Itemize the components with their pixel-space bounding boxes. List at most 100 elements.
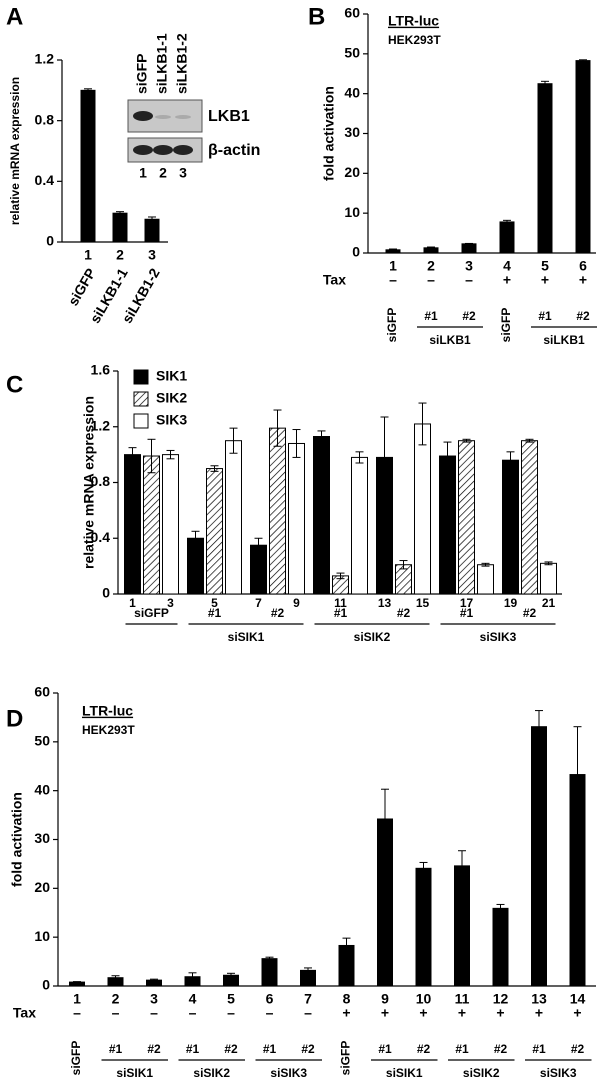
error-bar	[227, 972, 235, 978]
group-label: siSIK1	[228, 630, 265, 644]
sample-label: #2	[301, 1042, 315, 1056]
legend-label: SIK3	[156, 412, 187, 428]
x-tick-label: 13	[531, 991, 547, 1007]
bar-number: 9	[293, 596, 300, 610]
bar	[458, 440, 475, 595]
bar	[187, 537, 204, 595]
group-label: siSIK1	[386, 1066, 423, 1080]
y-tick-label: 0.4	[35, 172, 55, 188]
x-tick-label: 3	[465, 258, 473, 274]
y-tick-label: 10	[34, 928, 50, 944]
error-bar	[427, 246, 435, 250]
x-tick-label: 2	[116, 247, 124, 263]
x-tick-label: 7	[304, 991, 312, 1007]
sample-label: #2	[417, 1042, 431, 1056]
sample-label: #2	[494, 1042, 508, 1056]
y-tick-label: 1.2	[35, 51, 55, 67]
x-tick-label: 1	[84, 247, 92, 263]
group-label: siSIK2	[193, 1066, 230, 1080]
group-label: siSIK3	[540, 1066, 577, 1080]
sample-label: siGFP	[69, 1041, 83, 1076]
sample-label: #1	[455, 1042, 469, 1056]
lane-label: siLKB1-1	[154, 33, 170, 94]
error-bar	[541, 80, 549, 87]
error-bar	[84, 88, 92, 93]
bar	[414, 423, 431, 595]
sample-label: #1	[109, 1042, 123, 1056]
y-tick-label: 20	[34, 879, 50, 895]
bar	[225, 440, 242, 595]
x-tick-label: 5	[541, 258, 549, 274]
bar	[162, 454, 179, 595]
x-tick-label: 9	[381, 991, 389, 1007]
y-axis-label: fold activation	[9, 792, 25, 887]
error-bar	[418, 402, 427, 446]
sample-label: #2	[571, 1042, 585, 1056]
error-bar	[380, 416, 389, 499]
error-bar	[188, 972, 197, 982]
sample-label: siGFP	[65, 265, 99, 308]
error-bar	[506, 451, 515, 470]
annotation: HEK293T	[388, 33, 441, 47]
x-tick-label: 4	[503, 258, 511, 274]
error-bar	[210, 465, 219, 472]
bar-number: 3	[167, 596, 174, 610]
bar-number: 1	[129, 596, 136, 610]
bar-number: 5	[211, 596, 218, 610]
tax-sign: +	[496, 1005, 504, 1021]
sample-label: #2	[523, 606, 537, 620]
lane-label: siLKB1-2	[174, 33, 190, 94]
error-bar	[342, 937, 351, 954]
y-tick-label: 0	[352, 244, 360, 260]
lane-number: 1	[139, 165, 147, 181]
sample-label: siGFP	[499, 308, 513, 343]
tax-sign: –	[73, 1005, 81, 1021]
sample-label: #2	[224, 1042, 238, 1056]
error-bar	[128, 447, 137, 463]
error-bar	[496, 903, 505, 913]
bar	[454, 865, 470, 987]
bar	[461, 243, 477, 254]
group-label: siLKB1	[543, 333, 585, 347]
bar	[351, 456, 368, 595]
y-axis-label: relative mRNA expression	[8, 77, 22, 225]
sample-label: #1	[460, 606, 474, 620]
tax-sign: –	[304, 1005, 312, 1021]
error-bar	[254, 537, 263, 553]
tax-label: Tax	[323, 272, 346, 288]
tax-sign: –	[112, 1005, 120, 1021]
tax-sign: –	[189, 1005, 197, 1021]
y-tick-label: 1.2	[91, 417, 111, 433]
bar	[269, 427, 286, 595]
error-bar	[579, 59, 587, 62]
bar	[143, 455, 160, 595]
legend-swatch	[133, 413, 149, 429]
x-tick-label: 6	[266, 991, 274, 1007]
y-tick-label: 0.8	[35, 111, 55, 127]
tax-sign: –	[227, 1005, 235, 1021]
tax-sign: –	[389, 272, 397, 288]
sample-label: #2	[147, 1042, 161, 1056]
bar	[206, 468, 223, 595]
tax-sign: +	[541, 272, 549, 288]
sample-label: siGFP	[134, 606, 169, 620]
error-bar	[317, 430, 326, 443]
group-label: siSIK1	[116, 1066, 153, 1080]
error-bar	[465, 242, 473, 245]
x-tick-label: 3	[148, 247, 156, 263]
bar	[313, 436, 330, 595]
y-tick-label: 0.8	[91, 473, 111, 489]
y-tick-label: 40	[344, 84, 360, 100]
error-bar	[304, 967, 312, 974]
x-tick-label: 2	[112, 991, 120, 1007]
x-tick-label: 14	[570, 991, 586, 1007]
sample-label: siGFP	[339, 1041, 353, 1076]
sample-label: #1	[424, 309, 438, 323]
error-bar	[111, 975, 120, 981]
bar	[144, 218, 160, 243]
y-tick-label: 60	[34, 684, 50, 700]
legend-label: SIK2	[156, 390, 187, 406]
legend-swatch	[133, 391, 149, 407]
tax-sign: +	[579, 272, 587, 288]
